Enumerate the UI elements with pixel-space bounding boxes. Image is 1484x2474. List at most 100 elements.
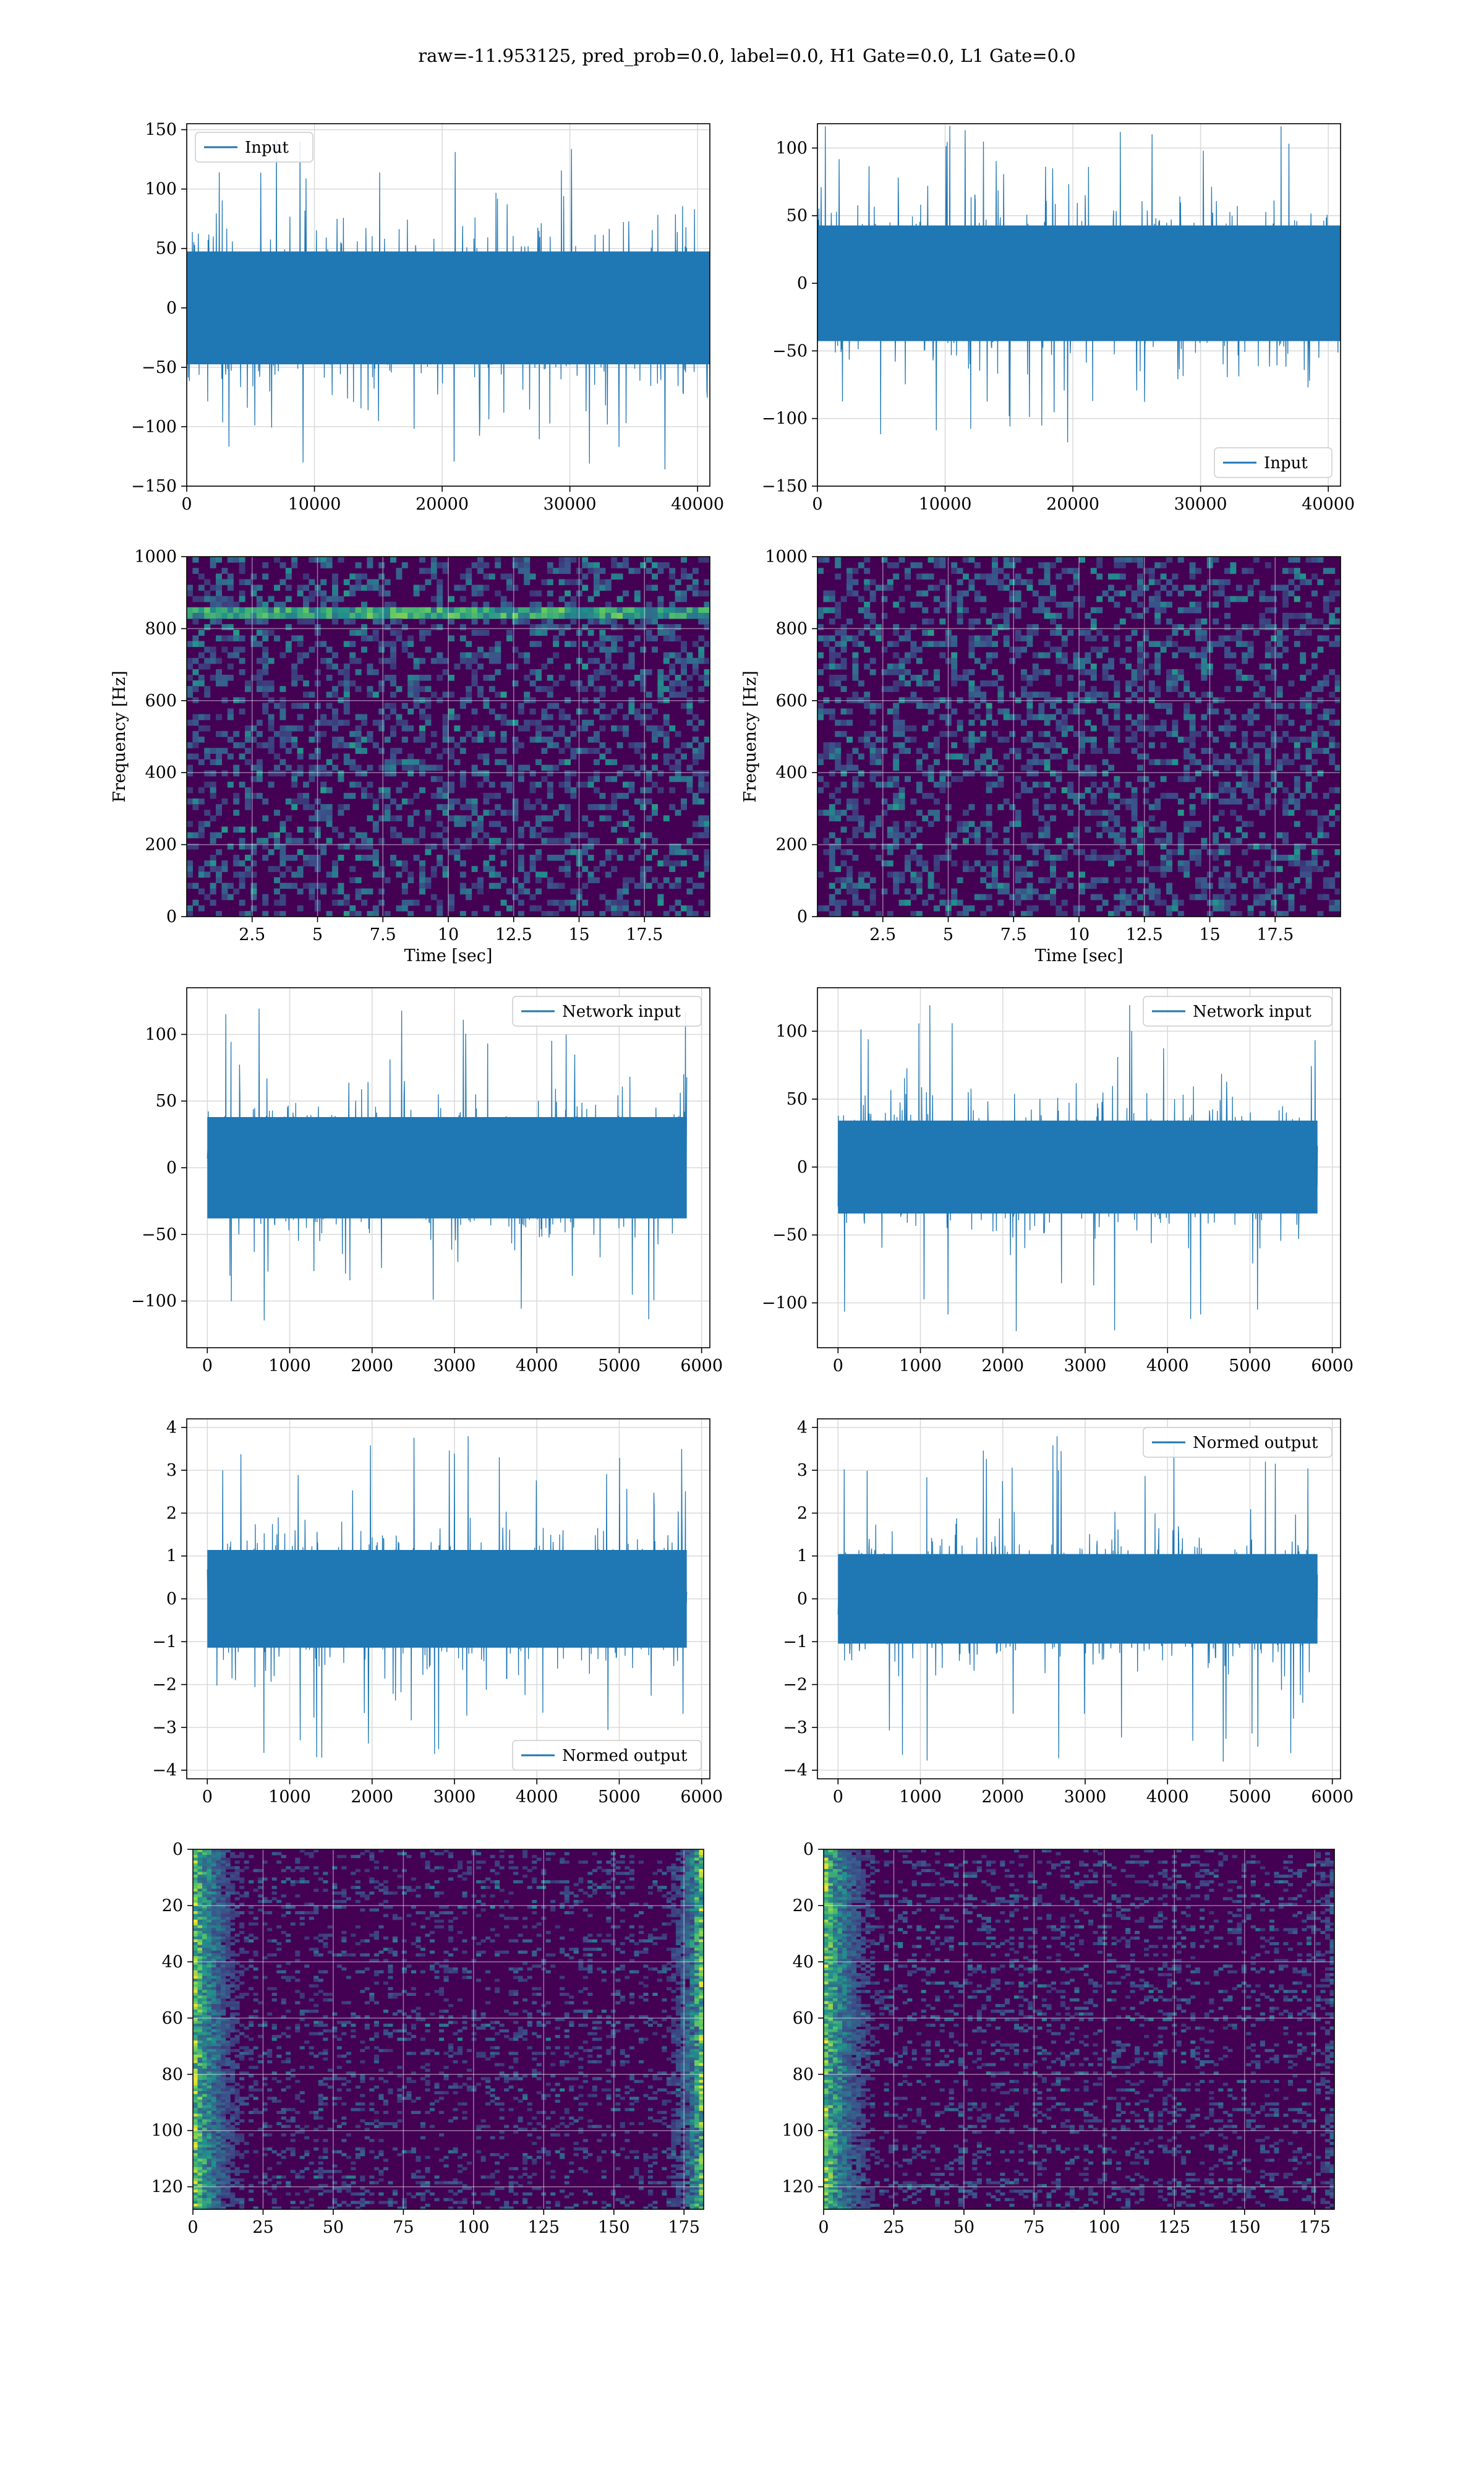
heatmap-cell bbox=[582, 719, 589, 726]
heatmap-cell bbox=[518, 770, 524, 777]
heatmap-cell bbox=[406, 1855, 412, 1859]
heatmap-cell bbox=[974, 759, 981, 766]
heatmap-cell bbox=[605, 646, 612, 653]
heatmap-cell bbox=[1230, 810, 1237, 816]
heatmap-cell bbox=[692, 737, 699, 743]
heatmap-cell bbox=[1096, 894, 1103, 901]
heatmap-cell bbox=[1015, 612, 1021, 619]
heatmap-cell bbox=[1021, 686, 1027, 692]
heatmap-cell bbox=[1160, 826, 1167, 833]
heatmap-cell bbox=[1172, 719, 1179, 726]
heatmap-cell bbox=[846, 719, 853, 726]
heatmap-cell bbox=[594, 770, 600, 777]
heatmap-cell bbox=[216, 675, 222, 681]
heatmap-cell bbox=[541, 708, 548, 715]
y-tick-label: 800 bbox=[775, 619, 808, 638]
heatmap-cell bbox=[1242, 776, 1248, 782]
heatmap-cell bbox=[211, 1868, 217, 1872]
heatmap-cell bbox=[1067, 725, 1074, 732]
heatmap-cell bbox=[681, 905, 687, 912]
x-tick-label: 20000 bbox=[1046, 495, 1099, 514]
heatmap-cell bbox=[448, 781, 454, 788]
heatmap-cell bbox=[898, 635, 905, 641]
heatmap-cell bbox=[1224, 888, 1230, 895]
heatmap-cell bbox=[512, 680, 519, 687]
heatmap-cell bbox=[314, 753, 321, 760]
heatmap-cell bbox=[594, 686, 600, 692]
heatmap-cell bbox=[852, 776, 859, 782]
heatmap-cell bbox=[1259, 686, 1266, 692]
heatmap-cell bbox=[211, 1857, 217, 1861]
heatmap-cell bbox=[910, 562, 917, 568]
heatmap-cell bbox=[1148, 568, 1155, 574]
heatmap-cell bbox=[207, 1857, 212, 1861]
heatmap-cell bbox=[197, 1855, 203, 1859]
heatmap-cell bbox=[657, 899, 664, 906]
heatmap-cell bbox=[401, 764, 408, 771]
heatmap-cell bbox=[974, 826, 981, 833]
heatmap-cell bbox=[547, 714, 553, 721]
heatmap-cell bbox=[1003, 635, 1010, 641]
heatmap-cell bbox=[1003, 641, 1010, 648]
heatmap-cell bbox=[1038, 877, 1045, 883]
x-tick-label: 2000 bbox=[351, 1356, 393, 1376]
heatmap-cell bbox=[689, 1866, 695, 1870]
heatmap-cell bbox=[1067, 832, 1074, 839]
heatmap-cell bbox=[437, 607, 443, 614]
heatmap-cell bbox=[1032, 630, 1039, 636]
heatmap-cell bbox=[419, 612, 425, 619]
heatmap-cell bbox=[692, 798, 699, 805]
heatmap-cell bbox=[1026, 675, 1033, 681]
heatmap-cell bbox=[1329, 618, 1336, 625]
heatmap-cell bbox=[1201, 635, 1208, 641]
heatmap-cell bbox=[1294, 753, 1300, 760]
heatmap-cell bbox=[1114, 855, 1120, 861]
heatmap-cell bbox=[1061, 641, 1068, 648]
heatmap-cell bbox=[582, 562, 589, 568]
heatmap-cell bbox=[1189, 719, 1196, 726]
heatmap-cell bbox=[692, 607, 699, 614]
heatmap-cell bbox=[823, 708, 830, 715]
heatmap-cell bbox=[634, 590, 641, 597]
heatmap-cell bbox=[934, 557, 940, 563]
heatmap-cell bbox=[852, 669, 859, 675]
heatmap-cell bbox=[541, 871, 548, 878]
heatmap-cell bbox=[817, 714, 824, 721]
heatmap-cell bbox=[980, 753, 987, 760]
heatmap-cell bbox=[1213, 894, 1219, 901]
heatmap-cell bbox=[939, 652, 946, 659]
heatmap-cell bbox=[1090, 798, 1097, 805]
heatmap-cell bbox=[459, 652, 466, 659]
heatmap-cell bbox=[692, 663, 699, 670]
heatmap-cell bbox=[198, 737, 205, 743]
heatmap-cell bbox=[876, 753, 882, 760]
heatmap-cell bbox=[698, 832, 705, 839]
heatmap-cell bbox=[1300, 624, 1307, 630]
heatmap-cell bbox=[640, 871, 647, 878]
heatmap-cell bbox=[459, 737, 466, 743]
heatmap-cell bbox=[326, 675, 333, 681]
heatmap-cell bbox=[704, 579, 710, 586]
heatmap-cell bbox=[401, 888, 408, 895]
heatmap-cell bbox=[582, 697, 589, 703]
heatmap-cell bbox=[1230, 787, 1237, 794]
heatmap-cell bbox=[980, 607, 987, 614]
heatmap-cell bbox=[852, 663, 859, 670]
heatmap-cell bbox=[846, 573, 853, 580]
heatmap-cell bbox=[508, 1891, 514, 1895]
heatmap-cell bbox=[916, 573, 923, 580]
heatmap-cell bbox=[476, 1860, 482, 1864]
heatmap-cell bbox=[1201, 843, 1208, 850]
heatmap-cell bbox=[694, 1849, 700, 1853]
heatmap-cell bbox=[198, 607, 205, 614]
heatmap-cell bbox=[488, 646, 495, 653]
x-tick-label: 5 bbox=[312, 925, 323, 944]
heatmap-cell bbox=[558, 883, 565, 889]
heatmap-cell bbox=[373, 1866, 379, 1870]
heatmap-cell bbox=[1114, 849, 1120, 855]
heatmap-cell bbox=[1264, 641, 1271, 648]
heatmap-cell bbox=[616, 680, 623, 687]
heatmap-cell bbox=[1032, 652, 1039, 659]
heatmap-cell bbox=[459, 770, 466, 777]
heatmap-cell bbox=[1044, 748, 1051, 754]
